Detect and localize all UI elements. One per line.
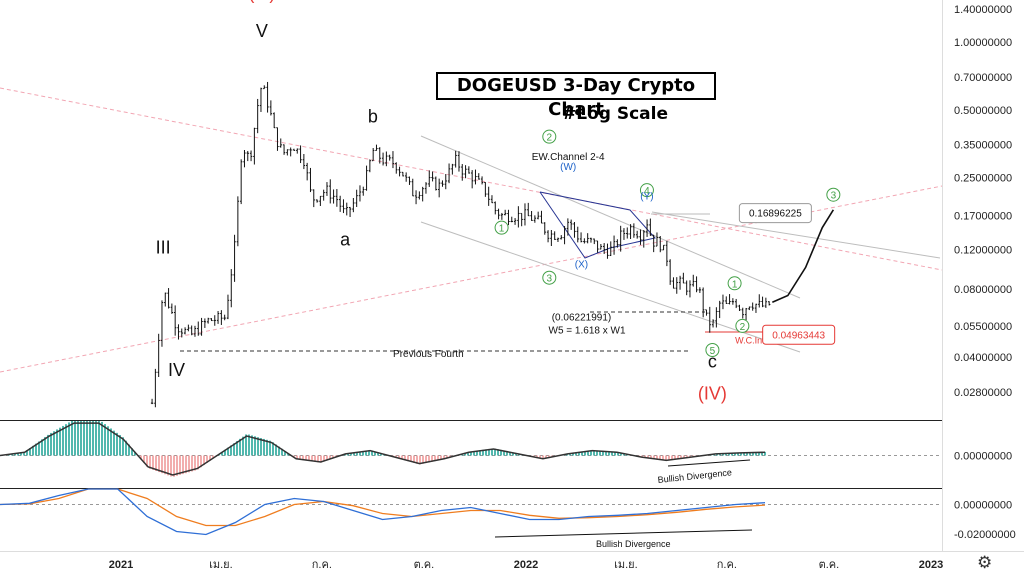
time-tick-label: เม.ย. bbox=[209, 559, 233, 571]
price-callout-box bbox=[762, 324, 836, 345]
chart-annotation: EW.Channel 2-4 bbox=[532, 152, 605, 163]
price-callout-box bbox=[738, 203, 812, 224]
wave-circle-marker bbox=[826, 187, 841, 202]
wxy-label: (Y) bbox=[640, 192, 653, 203]
wave-circle-marker bbox=[639, 183, 654, 198]
wxy-label: (X) bbox=[575, 259, 588, 270]
price-tick-label: 0.04000000 bbox=[954, 352, 1012, 364]
triangle-pattern bbox=[539, 191, 656, 259]
wave-circle-marker bbox=[494, 220, 509, 235]
price-callout-label: 0.16896225 bbox=[749, 209, 802, 220]
oscillator-pane: 0.00000000 Bullish Divergence bbox=[0, 421, 1012, 485]
wave-circle-marker bbox=[542, 129, 557, 144]
wave-label: (III) bbox=[248, 0, 275, 3]
time-tick-label: ก.ค. bbox=[312, 559, 332, 571]
wave-circle-marker bbox=[727, 276, 742, 291]
gear-icon[interactable]: ⚙ bbox=[977, 553, 993, 573]
pink-dashed-trendline-upper bbox=[0, 87, 943, 271]
chart-annotation: (0.06221991) bbox=[552, 313, 612, 324]
time-tick-label: ต.ค. bbox=[819, 559, 840, 571]
price-tick-label: 0.02800000 bbox=[954, 387, 1012, 399]
chart-annotation: W5 = 1.618 x W1 bbox=[549, 325, 626, 336]
time-tick-label: ต.ค. bbox=[414, 559, 435, 571]
time-tick-label: ก.ค. bbox=[717, 559, 737, 571]
macd-divergence-line bbox=[494, 529, 753, 538]
wave-label: c bbox=[708, 351, 717, 371]
time-tick-label: 2021 bbox=[109, 559, 133, 571]
wave-circle-marker bbox=[705, 342, 720, 357]
macd-signal-line bbox=[0, 488, 766, 527]
chart-annotation: W.C.Invalid bbox=[735, 335, 781, 345]
osc-divergence-line bbox=[667, 459, 751, 467]
price-tick-label: 0.05500000 bbox=[954, 321, 1012, 333]
time-tick-label: 2023 bbox=[919, 559, 943, 571]
price-tick-label: 0.50000000 bbox=[954, 105, 1012, 117]
price-tick-label: 0.35000000 bbox=[954, 140, 1012, 152]
wave-circle-label: 3 bbox=[831, 191, 837, 202]
wave-label: IV bbox=[168, 360, 185, 380]
ew-channel-upper bbox=[420, 135, 801, 299]
wxy-label: (W) bbox=[560, 162, 576, 173]
macd-divergence-label: Bullish Divergence bbox=[596, 539, 671, 549]
osc-zero-label: 0.00000000 bbox=[954, 451, 1012, 463]
macd-pane: 0.00000000 -0.02000000 Bullish Divergence bbox=[0, 488, 1016, 549]
chart-subtitle: #Log Scale bbox=[562, 104, 668, 124]
time-tick-label: เม.ย. bbox=[614, 559, 638, 571]
wave-label: (IV) bbox=[698, 383, 727, 403]
macd-tick-label: 0.00000000 bbox=[954, 500, 1012, 512]
chart-annotation: Previous Fourth bbox=[393, 349, 464, 360]
time-tick-label: 2022 bbox=[514, 559, 538, 571]
ew-channel-upper-ext bbox=[651, 211, 941, 259]
osc-divergence-label: Bullish Divergence bbox=[657, 467, 732, 485]
wave-label: V bbox=[256, 21, 268, 41]
price-tick-label: 0.25000000 bbox=[954, 173, 1012, 185]
price-tick-label: 0.08000000 bbox=[954, 284, 1012, 296]
price-tick-label: 1.00000000 bbox=[954, 37, 1012, 49]
price-tick-label: 0.17000000 bbox=[954, 210, 1012, 222]
wave-label: III bbox=[156, 238, 171, 258]
wave-circle-label: 2 bbox=[547, 133, 553, 144]
osc-signal-line bbox=[0, 422, 766, 476]
wave-circle-label: 1 bbox=[732, 279, 738, 290]
wave-circle-label: 5 bbox=[710, 346, 716, 357]
projection-curve bbox=[772, 209, 835, 304]
wave-label: a bbox=[340, 230, 351, 250]
candle-series bbox=[150, 81, 771, 408]
wave-label: b bbox=[368, 106, 378, 126]
wave-circle-label: 3 bbox=[547, 274, 553, 285]
wave-annotations: (III) V III IV a b c (IV) 1 2 3 4 5 1 2 3 (W) (X) (Y) EW.Ch… bbox=[156, 0, 841, 403]
wave-circle-label: 4 bbox=[644, 186, 650, 197]
price-tick-label: 1.40000000 bbox=[954, 4, 1012, 16]
axes: 1.40000000 1.00000000 0.70000000 0.50000000… bbox=[109, 4, 1012, 571]
wave-circle-label: 1 bbox=[499, 224, 505, 235]
wave-circle-marker bbox=[735, 318, 750, 333]
ew-channel-lower bbox=[420, 221, 801, 353]
macd-tick-label: -0.02000000 bbox=[954, 529, 1016, 541]
price-tick-label: 0.70000000 bbox=[954, 72, 1012, 84]
wave-circle-marker bbox=[542, 270, 557, 285]
price-tick-label: 0.12000000 bbox=[954, 245, 1012, 257]
macd-line bbox=[0, 488, 766, 536]
chart-title: DOGEUSD 3-Day Crypto Chart bbox=[436, 72, 716, 120]
wave-circle-label: 2 bbox=[740, 322, 746, 333]
price-callout-label: 0.04963443 bbox=[772, 330, 825, 341]
